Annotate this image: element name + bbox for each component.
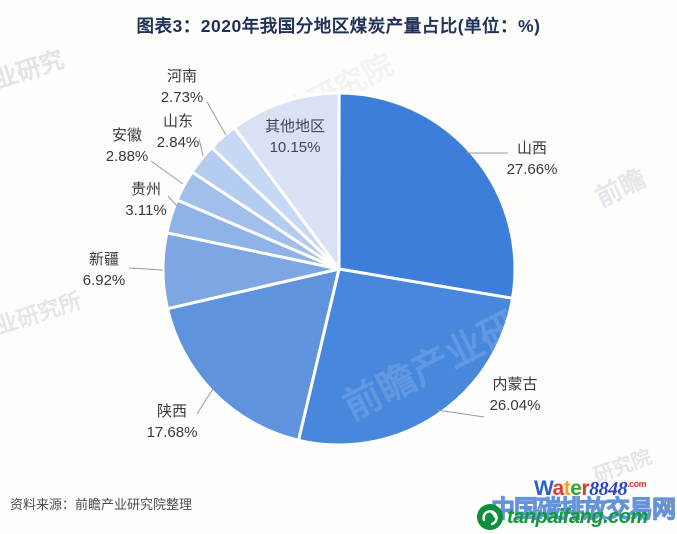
slice-value: 2.73% [160, 89, 204, 106]
source-note: 资料来源：前瞻产业研究院整理 [10, 497, 193, 512]
leader-line-anhui [150, 160, 184, 185]
slice-name: 陕西 [156, 403, 187, 420]
slice-label-shaanxi: 陕西 17.68% [140, 401, 204, 443]
leader-line-shaanxi [196, 383, 217, 415]
slice-label-shandong: 山东 2.84% [146, 111, 210, 153]
slice-name: 其他地区 [264, 118, 325, 135]
slice-label-xinjiang: 新疆 6.92% [72, 249, 136, 291]
tanpaifang-watermark: tanpaifang.com [477, 504, 648, 530]
water8848-dotcom: .com [627, 479, 647, 489]
leader-line-xinjiang [128, 267, 164, 271]
slice-label-neimenggu: 内蒙古 26.04% [482, 374, 548, 416]
water8848-letter: e [570, 477, 582, 500]
slice-name: 安徽 [111, 127, 142, 144]
slice-label-anhui: 安徽 2.88% [96, 125, 158, 167]
pie-slices-group [161, 91, 517, 447]
pie-slice-山西 [337, 91, 517, 300]
leader-line-neimenggu [436, 409, 485, 418]
water8848-letter: W [534, 477, 553, 500]
slice-name: 河南 [166, 68, 197, 85]
slice-label-henan: 河南 2.73% [150, 66, 214, 108]
slice-name: 山西 [516, 140, 547, 157]
slice-label-qita-diqu: 其他地区 10.15% [256, 116, 334, 158]
slice-name: 内蒙古 [492, 376, 538, 393]
slice-value: 3.11% [125, 202, 167, 219]
slice-name: 新疆 [88, 251, 119, 268]
water8848-word: Water [534, 477, 590, 500]
leader-line-henan [206, 101, 227, 136]
water8848-letter: a [552, 477, 565, 500]
leader-line-guizhou [167, 195, 178, 207]
water8848-letter: r [581, 477, 590, 500]
slice-name: 贵州 [130, 181, 161, 198]
pie-slice-陕西 [166, 267, 341, 442]
slice-label-shanxi: 山西 27.66% [498, 138, 566, 180]
slice-value: 27.66% [506, 161, 558, 178]
water8848-number: 8848 [589, 478, 628, 500]
leader-line-shandong [198, 138, 204, 157]
pie-slice-其他地区 [232, 91, 341, 271]
tanpaifang-leaf-icon [477, 504, 503, 530]
slice-value: 17.68% [146, 424, 198, 441]
chart-title: 图表3：2020年我国分地区煤炭产量占比(单位：%) [136, 16, 541, 36]
slice-label-guizhou: 贵州 3.11% [114, 179, 178, 221]
tanpaifang-text: tanpaifang.com [507, 505, 648, 528]
slice-name: 山东 [162, 113, 193, 130]
slice-value: 6.92% [82, 272, 126, 289]
water8848-watermark: Water8848.com [534, 477, 647, 501]
slice-value: 26.04% [489, 397, 541, 414]
leader-lines [128, 101, 508, 418]
slice-value: 2.88% [105, 148, 149, 165]
slice-value: 10.15% [269, 139, 321, 156]
tanpaifang-outlined-watermark: 中国碳排放交易网 [491, 496, 677, 524]
water8848-letter: t [563, 477, 571, 500]
pie-slice-内蒙古 [297, 267, 514, 447]
slice-value: 2.84% [156, 134, 200, 151]
